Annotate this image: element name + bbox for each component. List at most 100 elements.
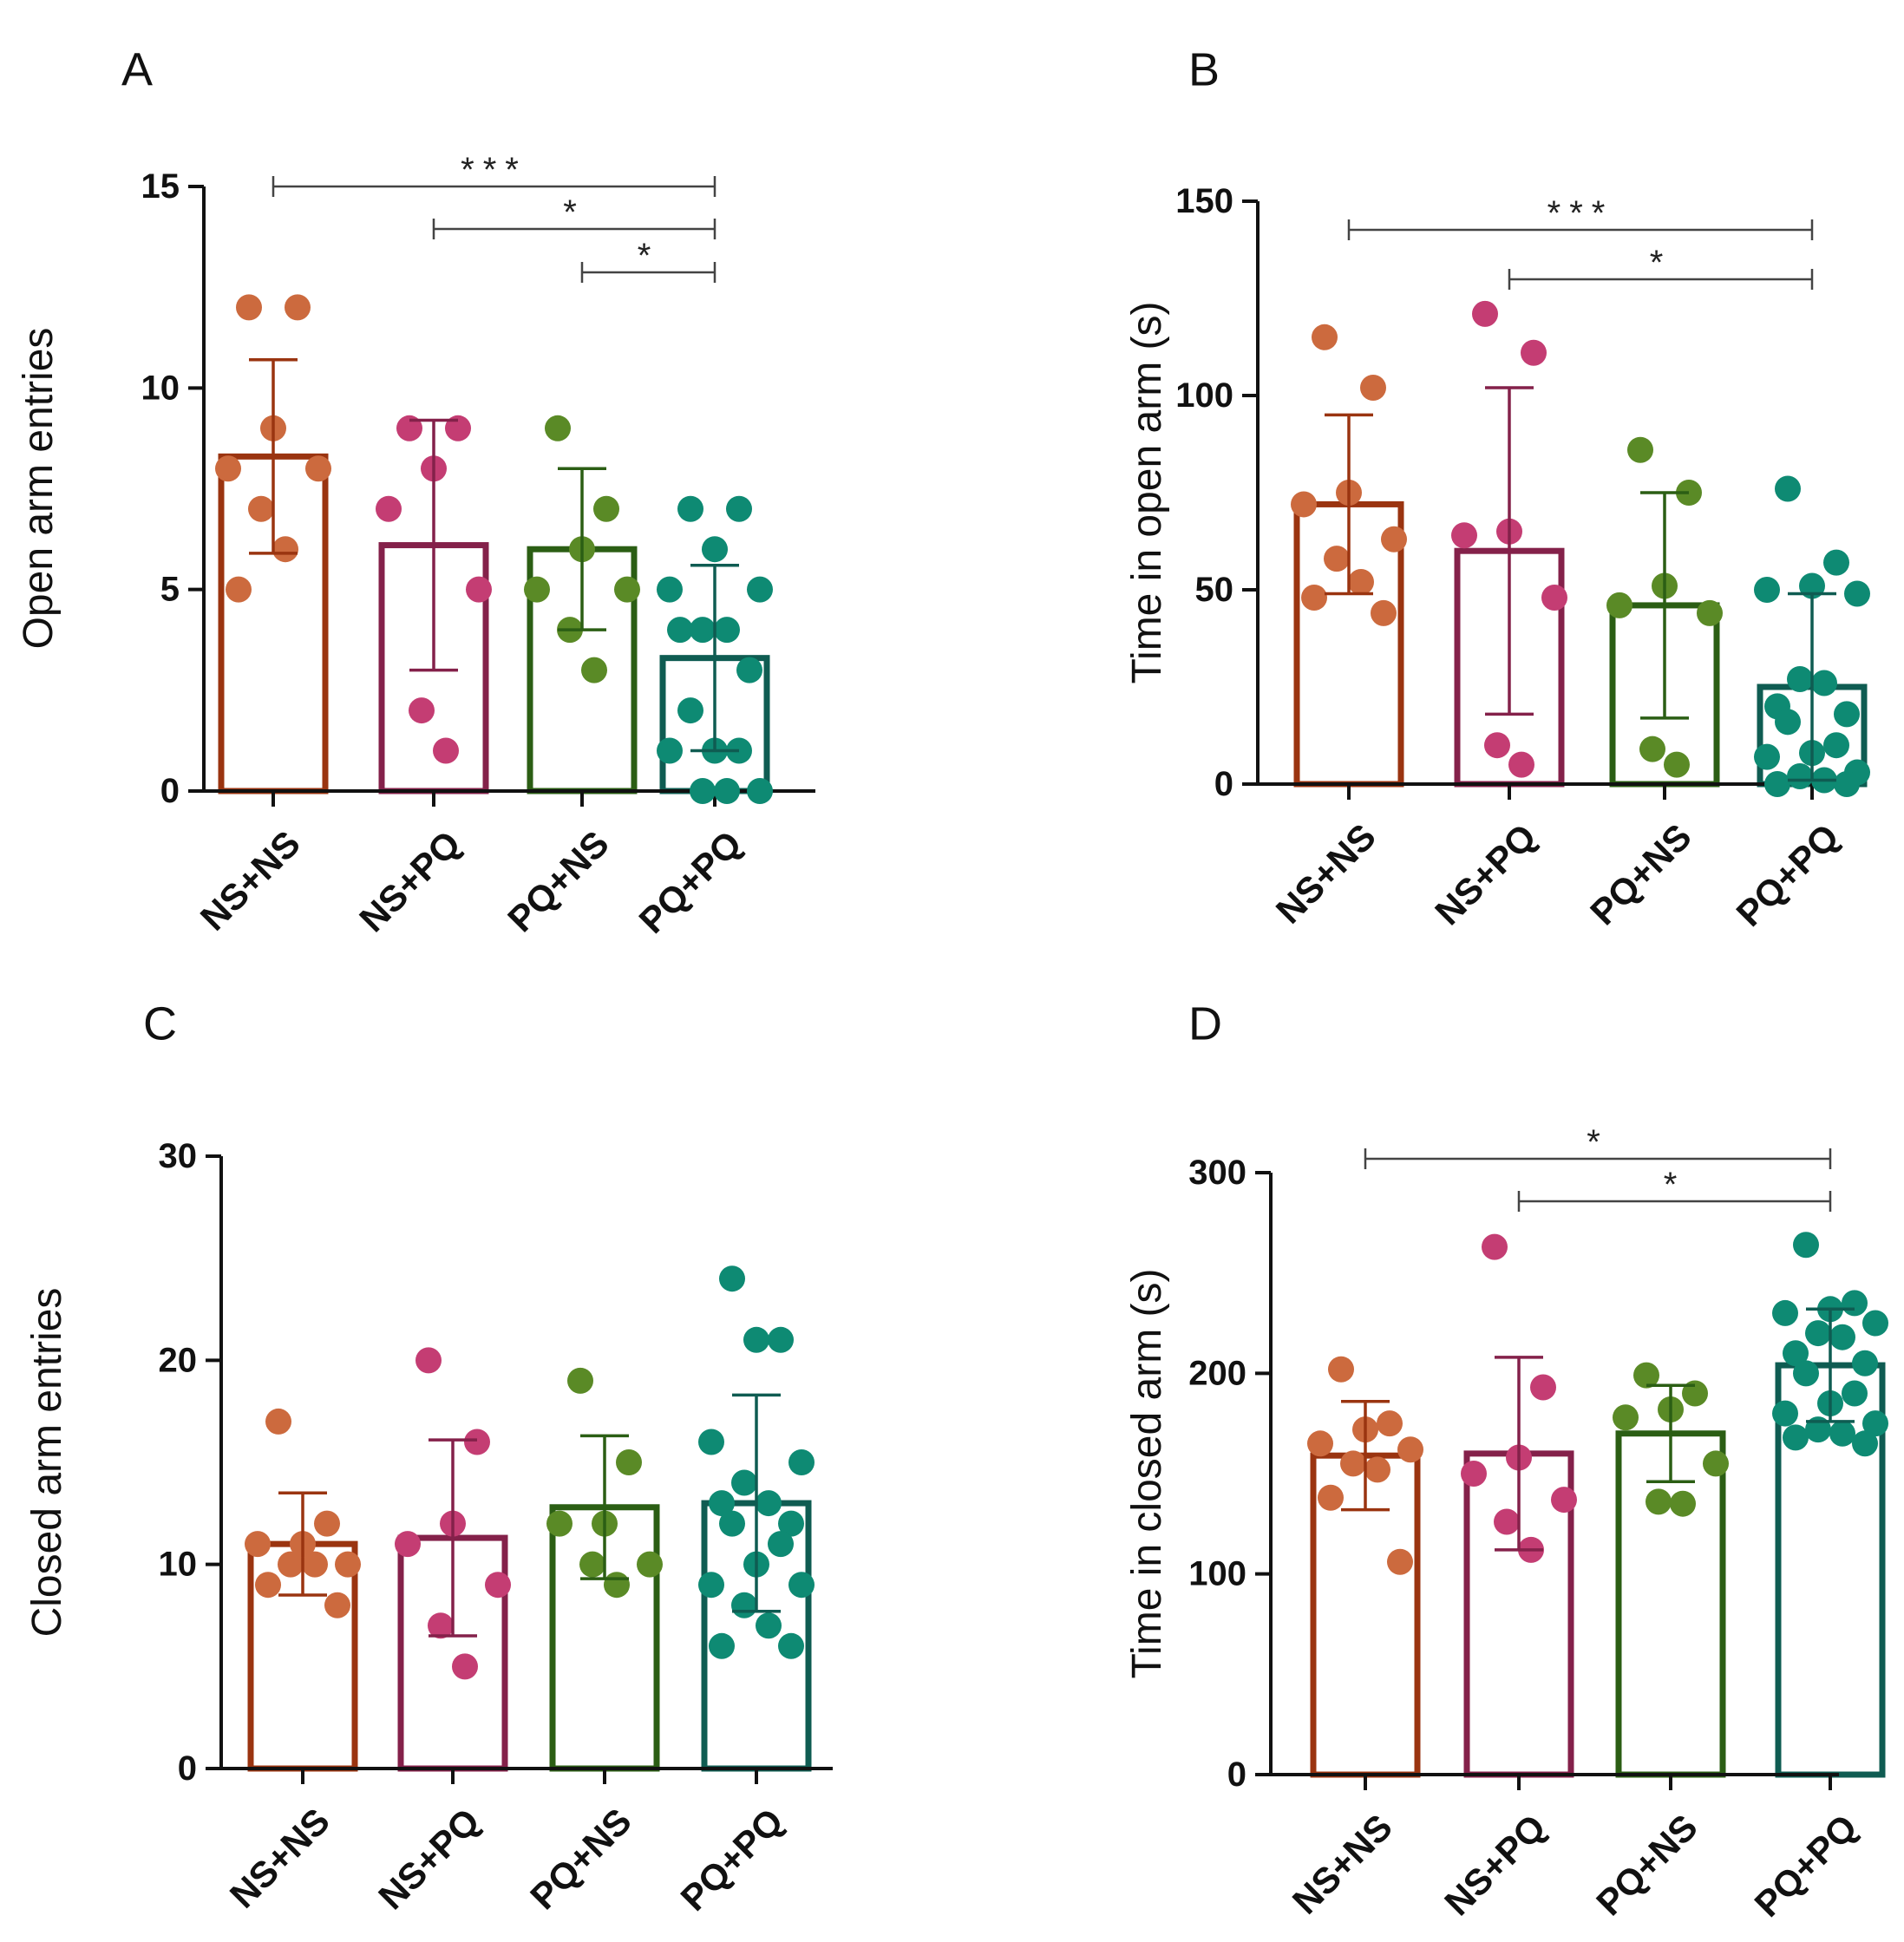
point-pq-pq-c — [788, 1572, 815, 1599]
point-pq-ns-c — [579, 1551, 605, 1578]
point-pq-ns-d — [1633, 1362, 1659, 1389]
y-tick-label-d: 300 — [1188, 1154, 1246, 1192]
point-pq-pq-c — [719, 1265, 745, 1292]
point-ns-ns-b — [1291, 491, 1317, 518]
point-ns-ns-b — [1301, 584, 1327, 611]
y-tick-label-a: 5 — [160, 571, 180, 609]
point-ns-ns-a — [285, 294, 311, 321]
point-ns-ns-a — [226, 576, 252, 603]
point-pq-pq-b — [1823, 732, 1849, 759]
point-ns-ns-d — [1328, 1356, 1354, 1383]
point-pq-pq-a — [677, 697, 703, 724]
point-pq-pq-b — [1844, 580, 1870, 607]
point-ns-pq-c — [464, 1429, 490, 1455]
point-ns-ns-b — [1360, 375, 1386, 402]
point-ns-pq-b — [1541, 584, 1567, 611]
point-pq-pq-b — [1834, 771, 1860, 797]
y-tick-label-d: 100 — [1188, 1555, 1246, 1593]
point-ns-ns-b — [1381, 526, 1407, 553]
point-ns-ns-b — [1348, 569, 1374, 596]
point-pq-ns-c — [546, 1510, 573, 1537]
sig-label-a: * — [638, 237, 660, 275]
point-pq-ns-a — [614, 576, 640, 603]
x-tick-label-pq-pq-a: PQ+PQ — [631, 823, 749, 941]
y-tick-label-c: 20 — [159, 1341, 198, 1379]
point-ns-pq-a — [376, 495, 402, 522]
point-ns-pq-b — [1451, 522, 1477, 549]
point-pq-ns-d — [1703, 1450, 1729, 1477]
point-pq-pq-b — [1834, 701, 1860, 728]
point-pq-pq-d — [1829, 1324, 1855, 1350]
y-tick-label-c: 0 — [178, 1749, 197, 1788]
point-ns-pq-b — [1472, 300, 1498, 327]
point-pq-pq-d — [1829, 1420, 1855, 1447]
y-axis-title-c: Closed arm entries — [24, 1288, 70, 1638]
point-ns-ns-d — [1307, 1430, 1333, 1457]
point-pq-ns-a — [593, 495, 619, 522]
point-ns-pq-d — [1461, 1461, 1487, 1487]
point-ns-ns-c — [314, 1510, 340, 1537]
point-ns-pq-a — [433, 737, 459, 764]
point-pq-pq-d — [1862, 1310, 1888, 1337]
y-axis-title-b: Time in open arm (s) — [1124, 302, 1170, 684]
point-pq-ns-a — [545, 415, 571, 441]
point-pq-ns-a — [524, 576, 550, 603]
y-tick-label-c: 30 — [159, 1137, 198, 1175]
point-pq-pq-c — [698, 1429, 724, 1455]
y-axis-title-d: Time in closed arm (s) — [1124, 1269, 1170, 1679]
y-tick-label-c: 10 — [159, 1546, 198, 1584]
y-tick-label-d: 200 — [1188, 1354, 1246, 1392]
point-pq-pq-c — [698, 1572, 724, 1599]
point-pq-ns-d — [1670, 1490, 1696, 1517]
point-pq-pq-d — [1842, 1380, 1868, 1407]
point-pq-ns-d — [1613, 1404, 1639, 1431]
point-ns-ns-d — [1377, 1410, 1403, 1437]
point-ns-ns-c — [245, 1531, 271, 1558]
point-pq-ns-d — [1682, 1380, 1708, 1407]
point-pq-ns-c — [567, 1367, 593, 1394]
x-tick-label-ns-ns-c: NS+NS — [222, 1801, 337, 1916]
point-pq-pq-b — [1754, 577, 1780, 603]
point-ns-ns-c — [265, 1408, 291, 1435]
point-pq-pq-a — [726, 495, 752, 522]
point-ns-pq-d — [1494, 1508, 1520, 1535]
point-pq-pq-c — [743, 1326, 769, 1353]
point-ns-ns-d — [1397, 1436, 1423, 1463]
point-pq-pq-a — [714, 778, 740, 804]
y-tick-label-b: 150 — [1175, 182, 1233, 220]
point-pq-pq-c — [731, 1592, 757, 1618]
point-ns-ns-c — [335, 1551, 361, 1578]
point-pq-ns-b — [1697, 599, 1723, 626]
point-ns-ns-a — [248, 495, 274, 522]
point-pq-pq-d — [1852, 1350, 1878, 1376]
point-pq-pq-d — [1772, 1400, 1798, 1427]
sig-label-b: * — [1650, 244, 1672, 282]
point-pq-pq-a — [702, 536, 728, 563]
point-pq-ns-b — [1606, 592, 1632, 618]
point-ns-pq-d — [1551, 1487, 1577, 1514]
y-tick-label-a: 0 — [160, 772, 180, 810]
point-pq-pq-a — [747, 778, 773, 804]
point-pq-pq-b — [1787, 763, 1813, 790]
point-ns-ns-d — [1340, 1450, 1366, 1477]
point-ns-pq-b — [1508, 751, 1534, 778]
point-pq-pq-c — [719, 1510, 745, 1537]
point-ns-pq-c — [485, 1572, 511, 1599]
point-pq-pq-a — [657, 737, 683, 764]
point-ns-pq-b — [1521, 339, 1547, 366]
x-tick-label-ns-pq-d: NS+PQ — [1436, 1807, 1554, 1924]
panel-c: C Closed arm entries 0 10 20 30 NS+NS NS+PQ PQ+N… — [24, 997, 833, 1919]
point-ns-ns-d — [1387, 1548, 1413, 1575]
x-tick-label-ns-pq-b: NS+PQ — [1427, 816, 1544, 933]
x-tick-label-ns-pq-a: NS+PQ — [351, 823, 468, 940]
x-tick-label-pq-ns-d: PQ+NS — [1588, 1807, 1705, 1924]
bar-pq-ns-d — [1615, 1430, 1726, 1778]
point-ns-ns-c — [255, 1572, 281, 1599]
x-tick-label-ns-ns-a: NS+NS — [193, 823, 308, 938]
point-pq-pq-d — [1852, 1430, 1878, 1457]
x-tick-label-ns-ns-b: NS+NS — [1268, 816, 1384, 932]
point-ns-pq-c — [415, 1347, 442, 1374]
x-tick-label-pq-pq-d: PQ+PQ — [1746, 1807, 1864, 1925]
y-tick-label-a: 10 — [141, 369, 180, 407]
